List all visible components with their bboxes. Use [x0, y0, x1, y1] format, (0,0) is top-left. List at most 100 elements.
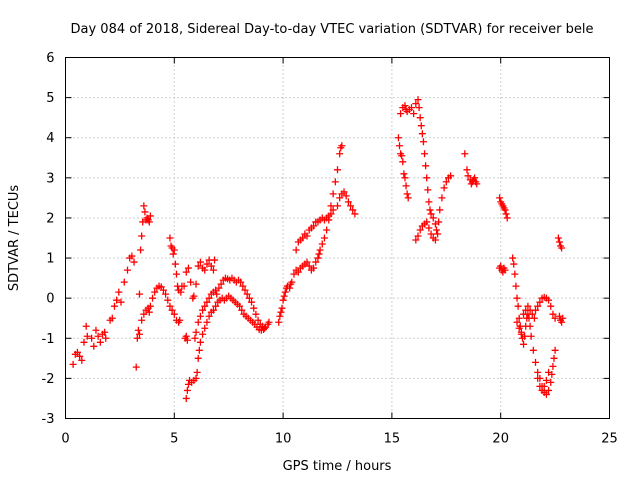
data-point: [527, 332, 535, 340]
data-point: [436, 206, 444, 214]
data-point: [440, 184, 448, 192]
data-point: [241, 286, 249, 294]
data-point: [422, 162, 430, 170]
data-point: [90, 342, 98, 350]
y-tick-label: 0: [46, 292, 54, 307]
data-point: [135, 330, 143, 338]
data-point: [404, 194, 412, 202]
y-tick-label: -1: [42, 332, 55, 347]
data-point: [279, 296, 287, 304]
data-point: [435, 218, 443, 226]
data-point: [312, 258, 320, 266]
data-point: [547, 378, 555, 386]
data-point: [250, 304, 258, 312]
data-point: [447, 172, 455, 180]
data-point: [417, 122, 425, 130]
data-point: [511, 270, 519, 278]
data-point: [545, 386, 553, 394]
data-point: [320, 234, 328, 242]
data-point: [534, 374, 542, 382]
data-point: [137, 246, 145, 254]
chart-title: Day 084 of 2018, Sidereal Day-to-day VTE…: [71, 22, 594, 37]
data-point: [92, 326, 100, 334]
data-point: [329, 190, 337, 198]
data-point: [138, 316, 146, 324]
data-point: [133, 334, 141, 342]
data-point: [115, 288, 123, 296]
data-point: [344, 198, 352, 206]
y-tick-label: -3: [42, 412, 55, 427]
data-point: [402, 182, 410, 190]
data-point: [334, 202, 341, 210]
data-point: [149, 294, 157, 302]
data-point: [336, 150, 344, 158]
data-point: [429, 214, 437, 222]
data-point: [299, 234, 307, 242]
data-point: [236, 302, 244, 310]
data-point: [414, 232, 422, 240]
data-point: [433, 226, 441, 234]
data-point: [194, 262, 202, 270]
data-point: [141, 208, 149, 216]
data-point: [558, 244, 566, 252]
data-point: [327, 210, 335, 218]
x-tick-label: 15: [384, 432, 401, 447]
data-point: [243, 290, 251, 298]
data-point: [416, 114, 424, 122]
data-point: [138, 232, 146, 240]
data-point: [171, 260, 179, 268]
data-point: [526, 322, 534, 330]
data-point: [401, 102, 409, 110]
data-point: [117, 298, 125, 306]
data-point: [515, 324, 523, 332]
data-point: [94, 332, 102, 340]
data-point: [515, 314, 523, 322]
data-point: [140, 202, 148, 210]
data-point: [329, 206, 337, 214]
data-point: [182, 268, 190, 276]
data-point: [551, 314, 559, 322]
data-point: [397, 110, 405, 118]
data-point: [534, 368, 542, 376]
data-point: [334, 166, 341, 174]
plot-frame: [65, 57, 610, 419]
data-point: [192, 280, 200, 288]
data-point: [292, 246, 300, 254]
y-tick-label: 1: [46, 252, 54, 267]
data-point: [342, 192, 350, 200]
data-point: [403, 190, 411, 198]
data-point: [190, 292, 198, 300]
data-point: [316, 246, 324, 254]
data-point: [278, 304, 286, 312]
y-tick-label: 6: [46, 51, 54, 66]
data-point: [509, 254, 517, 262]
data-point: [305, 262, 313, 270]
data-point: [463, 166, 471, 174]
data-point: [205, 312, 213, 320]
data-point: [261, 324, 269, 332]
data-point: [151, 288, 159, 296]
data-point: [195, 346, 203, 354]
data-point: [254, 316, 262, 324]
data-point: [303, 258, 311, 266]
data-point: [412, 236, 420, 244]
x-tick-label: 25: [601, 432, 618, 447]
data-point: [203, 260, 211, 268]
data-point: [421, 150, 429, 158]
data-point: [176, 316, 184, 324]
data-point: [102, 334, 110, 342]
data-point: [351, 210, 359, 218]
data-point: [545, 296, 553, 304]
data-point: [520, 310, 528, 318]
data-point: [180, 282, 188, 290]
data-point: [170, 310, 178, 318]
data-point: [540, 382, 548, 390]
data-point: [398, 152, 406, 160]
data-point: [549, 310, 557, 318]
data-point: [400, 170, 408, 178]
data-point: [101, 328, 109, 336]
data-point: [194, 318, 202, 326]
data-point: [196, 258, 204, 266]
data-point: [501, 206, 509, 214]
data-point: [286, 284, 294, 292]
